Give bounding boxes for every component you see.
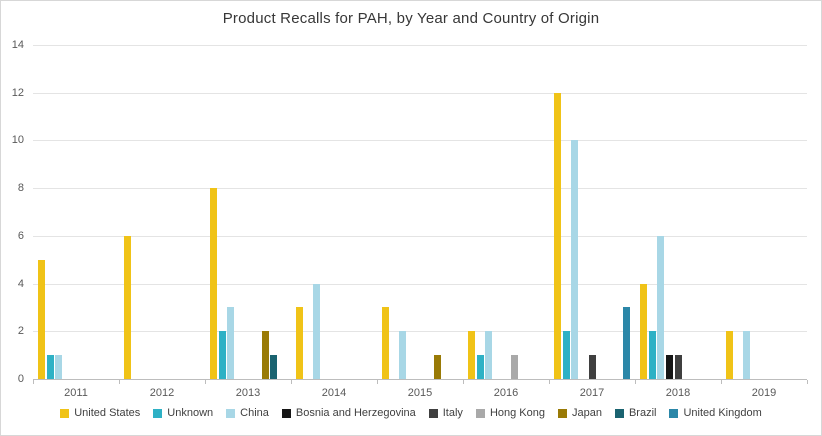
- legend-swatch-brazil: [614, 408, 624, 418]
- bar-unknown-2018: [648, 331, 656, 379]
- x-axis-category-label: 2017: [579, 387, 605, 399]
- legend-item-bosnia-and-herzegovina: Bosnia and Herzegovina: [281, 407, 416, 419]
- gridline-y-4: [33, 283, 807, 285]
- bar-unknown-2017: [562, 331, 570, 379]
- y-axis-tick-label: 2: [17, 325, 24, 338]
- bar-unknown-2011: [46, 355, 54, 379]
- bar-unknown-2016: [476, 355, 484, 379]
- legend-item-unknown: Unknown: [153, 407, 213, 419]
- bar-brazil-2013: [270, 355, 278, 379]
- bar-hong-kong-2016: [511, 355, 519, 379]
- x-axis-tick: [205, 380, 206, 384]
- legend-swatch-bosnia-and-herzegovina: [281, 408, 291, 418]
- x-axis-category-label: 2019: [751, 387, 777, 399]
- legend-label-brazil: Brazil: [628, 407, 657, 419]
- bar-china-2014: [313, 283, 321, 379]
- legend-swatch-italy: [428, 408, 438, 418]
- y-axis-tick-label: 4: [17, 277, 24, 290]
- bar-china-2016: [485, 331, 493, 379]
- bar-united-states-2015: [382, 307, 390, 379]
- x-axis-category-label: 2013: [235, 387, 261, 399]
- bar-united-states-2017: [554, 92, 562, 379]
- legend-label-bosnia-and-herzegovina: Bosnia and Herzegovina: [295, 407, 416, 419]
- y-axis-tick-label: 6: [17, 229, 24, 242]
- legend-label-unknown: Unknown: [167, 407, 214, 419]
- bar-japan-2015: [433, 355, 441, 379]
- bar-china-2019: [743, 331, 751, 379]
- x-axis-tick: [549, 380, 550, 384]
- legend-swatch-unknown: [153, 408, 163, 418]
- bar-china-2015: [399, 331, 407, 379]
- legend-item-china: China: [226, 407, 269, 419]
- bar-united-states-2012: [124, 235, 132, 379]
- bar-unknown-2013: [218, 331, 226, 379]
- legend-label-china: China: [240, 407, 269, 419]
- x-axis-category-label: 2014: [321, 387, 347, 399]
- gridline-y-12: [33, 92, 807, 94]
- bar-china-2013: [227, 307, 235, 379]
- gridline-y-14: [33, 45, 807, 46]
- legend-label-hong-kong: Hong Kong: [489, 407, 545, 419]
- x-axis-line: [33, 379, 807, 380]
- legend-item-united-states: United States: [60, 407, 140, 419]
- x-axis-tick: [377, 380, 378, 384]
- legend-item-japan: Japan: [557, 407, 602, 419]
- chart-title: Product Recalls for PAH, by Year and Cou…: [222, 10, 600, 27]
- x-axis-tick: [119, 380, 120, 384]
- gridline-y-10: [33, 140, 807, 142]
- x-axis-category-label: 2012: [149, 387, 175, 399]
- legend-swatch-united-kingdom: [669, 408, 679, 418]
- x-axis-category-label: 2016: [493, 387, 519, 399]
- x-axis-tick: [721, 380, 722, 384]
- legend-label-italy: Italy: [442, 407, 463, 419]
- x-axis-category-label: 2015: [407, 387, 433, 399]
- bar-united-states-2013: [210, 188, 218, 379]
- bar-united-states-2014: [296, 307, 304, 379]
- gridline-y-8: [33, 188, 807, 190]
- legend-item-hong-kong: Hong Kong: [475, 407, 545, 419]
- y-axis-tick-label: 14: [11, 39, 24, 51]
- x-axis-tick: [291, 380, 292, 384]
- bar-united-kingdom-2017: [622, 307, 630, 379]
- y-axis-tick-label: 12: [11, 86, 24, 99]
- bar-united-states-2019: [726, 331, 734, 379]
- bar-united-states-2018: [640, 283, 648, 379]
- bar-china-2011: [55, 355, 63, 379]
- bar-china-2017: [571, 140, 579, 379]
- bar-united-states-2011: [38, 259, 46, 379]
- x-axis-tick: [807, 380, 808, 384]
- y-axis-tick-label: 10: [11, 134, 24, 147]
- bar-bosnia-and-herzegovina-2018: [665, 355, 673, 379]
- legend-swatch-japan: [557, 408, 567, 418]
- legend-label-united-kingdom: United Kingdom: [683, 407, 762, 419]
- legend-item-italy: Italy: [428, 407, 463, 419]
- gridline-y-6: [33, 235, 807, 237]
- legend-item-united-kingdom: United Kingdom: [669, 407, 762, 419]
- gridline-y-2: [33, 331, 807, 333]
- x-axis-tick: [33, 380, 34, 384]
- bar-united-states-2016: [468, 331, 476, 379]
- bar-italy-2017: [588, 355, 596, 379]
- legend-swatch-china: [226, 408, 236, 418]
- legend-swatch-hong-kong: [475, 408, 485, 418]
- legend-label-japan: Japan: [571, 407, 602, 419]
- x-axis-category-label: 2018: [665, 387, 691, 399]
- bar-japan-2013: [261, 331, 269, 379]
- legend-item-brazil: Brazil: [614, 407, 657, 419]
- bar-italy-2018: [674, 355, 682, 379]
- legend-label-united-states: United States: [74, 407, 141, 419]
- x-axis-tick: [463, 380, 464, 384]
- y-axis-tick-label: 0: [17, 373, 24, 385]
- legend-swatch-united-states: [60, 408, 70, 418]
- x-axis-tick: [635, 380, 636, 384]
- bar-china-2018: [657, 235, 665, 379]
- y-axis-tick-label: 8: [17, 182, 24, 195]
- x-axis-category-label: 2011: [64, 387, 88, 399]
- legend: United States Unknown China Bosnia and Herz…: [1, 407, 821, 419]
